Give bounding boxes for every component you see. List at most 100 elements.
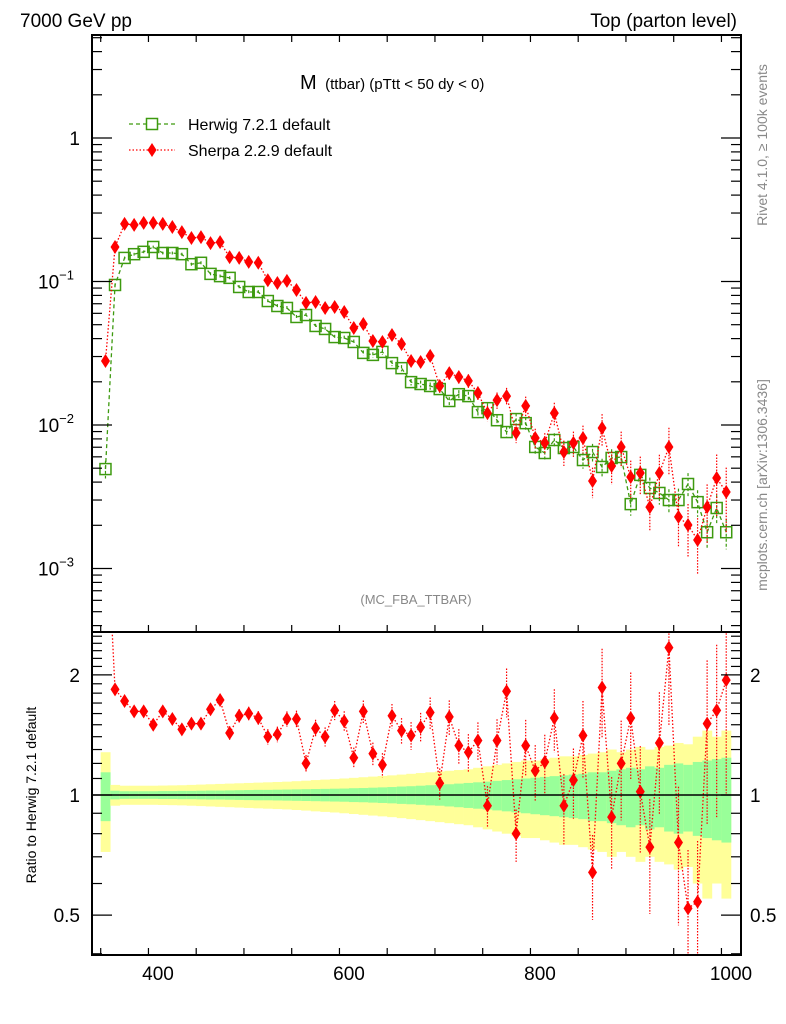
- ratio-band-herwig-stat: [606, 770, 617, 824]
- sherpa-point: [702, 500, 712, 515]
- sherpa-ratio-point: [559, 798, 569, 813]
- sherpa-ratio-point: [330, 703, 340, 718]
- header-right-label: Top (parton level): [590, 11, 737, 32]
- sherpa-ratio-point: [492, 733, 502, 748]
- ratio-tick-label-right: 1: [750, 786, 761, 807]
- sherpa-ratio-point: [616, 756, 626, 771]
- herwig-point: [347, 335, 361, 349]
- sherpa-point: [225, 250, 235, 265]
- sherpa-ratio-point: [387, 708, 397, 723]
- sherpa-ratio-point: [397, 723, 407, 738]
- herwig-point: [624, 497, 637, 511]
- herwig-point: [662, 493, 676, 507]
- herwig-point: [452, 387, 466, 401]
- x-tick-label: 1000: [710, 964, 752, 985]
- ratio-tick-label-right: 0.5: [750, 906, 776, 927]
- ratio-uncertainty-bands: [100, 730, 732, 899]
- sherpa-point: [482, 406, 492, 421]
- sherpa-point: [148, 215, 158, 230]
- sherpa-point: [721, 485, 731, 500]
- sherpa-point: [568, 435, 578, 450]
- sherpa-ratio-point: [244, 706, 254, 721]
- y-tick-exponent: −3: [59, 555, 74, 570]
- herwig-point: [681, 477, 695, 491]
- sherpa-point: [339, 304, 349, 319]
- sherpa-point: [616, 439, 626, 454]
- herwig-point: [395, 361, 408, 375]
- sherpa-ratio-point: [139, 704, 149, 719]
- sherpa-point: [196, 230, 206, 245]
- sherpa-ratio-point: [521, 738, 531, 753]
- ratio-band-herwig-stat: [100, 772, 111, 822]
- sherpa-ratio-point: [186, 716, 196, 731]
- sherpa-point: [645, 500, 655, 515]
- sherpa-point: [683, 517, 693, 532]
- sherpa-point: [492, 393, 502, 408]
- ratio-band-herwig-stat: [711, 759, 722, 841]
- legend-sherpa-marker: [147, 143, 157, 157]
- herwig-point: [118, 251, 131, 265]
- y-tick-label: 10−2: [38, 411, 74, 437]
- plot-title-rest: (ttbar) (pTtt < 50 dy < 0): [325, 76, 484, 93]
- sherpa-point: [311, 294, 321, 309]
- sherpa-ratio-point: [406, 728, 416, 743]
- herwig-point: [366, 348, 380, 362]
- sherpa-line: [104, 222, 727, 542]
- sherpa-point: [559, 445, 569, 460]
- herwig-point: [271, 299, 284, 313]
- sherpa-ratio-point: [425, 705, 435, 720]
- sherpa-ratio-point: [626, 710, 636, 725]
- herwig-point: [548, 433, 561, 447]
- sherpa-ratio-point: [416, 720, 426, 735]
- sherpa-point: [282, 273, 292, 288]
- sherpa-point: [588, 474, 598, 489]
- sherpa-point: [435, 378, 445, 393]
- sherpa-point: [177, 225, 187, 240]
- sherpa-point: [158, 216, 168, 231]
- ratio-band-herwig-stat: [549, 776, 560, 817]
- sherpa-ratio-point: [158, 704, 168, 719]
- sherpa-point: [597, 421, 607, 436]
- sherpa-point: [693, 532, 703, 547]
- ratio-band-herwig-stat: [578, 773, 589, 820]
- sherpa-ratio-point: [272, 727, 282, 742]
- sherpa-ratio-point: [101, 488, 110, 502]
- sherpa-ratio-point: [339, 714, 349, 729]
- sherpa-ratio-point: [301, 756, 311, 771]
- ratio-band-herwig-stat: [616, 769, 627, 826]
- herwig-point: [185, 257, 198, 271]
- sherpa-ratio-point: [578, 728, 588, 743]
- sherpa-point: [397, 336, 407, 351]
- sherpa-ratio-point: [206, 702, 216, 717]
- sherpa-point: [502, 389, 512, 404]
- sherpa-point: [473, 386, 483, 401]
- sherpa-ratio-point: [597, 680, 607, 695]
- legend-herwig-label: Herwig 7.2.1 default: [188, 117, 331, 134]
- sherpa-point: [635, 465, 645, 480]
- legend: Herwig 7.2.1 default Sherpa 2.2.9 defaul…: [129, 117, 333, 160]
- ratio-band-herwig-stat: [625, 767, 636, 828]
- plot-title-main: M: [300, 72, 317, 94]
- herwig-point: [309, 319, 322, 333]
- ratio-tick-label-left: 0.5: [54, 906, 80, 927]
- sherpa-point: [654, 465, 664, 480]
- sherpa-ratio-point: [349, 750, 359, 765]
- sherpa-ratio-point: [540, 754, 550, 769]
- herwig-point: [213, 269, 227, 283]
- sherpa-ratio-point: [167, 712, 177, 727]
- legend-herwig-marker: [145, 117, 159, 131]
- sherpa-ratio-point: [129, 704, 139, 719]
- ratio-plot-frame: [91, 631, 742, 956]
- sherpa-ratio-point: [368, 746, 378, 761]
- sherpa-ratio-point: [463, 745, 473, 760]
- sherpa-point: [368, 333, 378, 348]
- herwig-point: [462, 389, 475, 403]
- herwig-point: [290, 310, 303, 324]
- sherpa-ratio-point: [444, 709, 454, 724]
- ratio-tick-label-left: 2: [69, 666, 80, 687]
- y-tick-base: 10: [38, 560, 59, 581]
- sherpa-point: [272, 275, 282, 290]
- data-series: [99, 215, 733, 955]
- herwig-point: [175, 247, 189, 261]
